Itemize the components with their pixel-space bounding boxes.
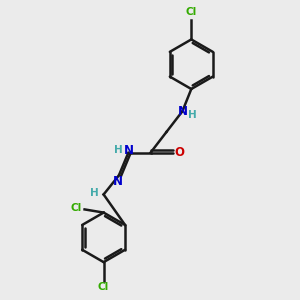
Text: N: N bbox=[123, 143, 134, 157]
Text: Cl: Cl bbox=[71, 203, 82, 213]
Text: H: H bbox=[115, 145, 123, 155]
Text: Cl: Cl bbox=[98, 282, 109, 292]
Text: O: O bbox=[174, 146, 184, 159]
Text: N: N bbox=[113, 175, 123, 188]
Text: N: N bbox=[177, 105, 188, 118]
Text: Cl: Cl bbox=[186, 7, 197, 17]
Text: H: H bbox=[188, 110, 196, 120]
Text: H: H bbox=[90, 188, 99, 198]
